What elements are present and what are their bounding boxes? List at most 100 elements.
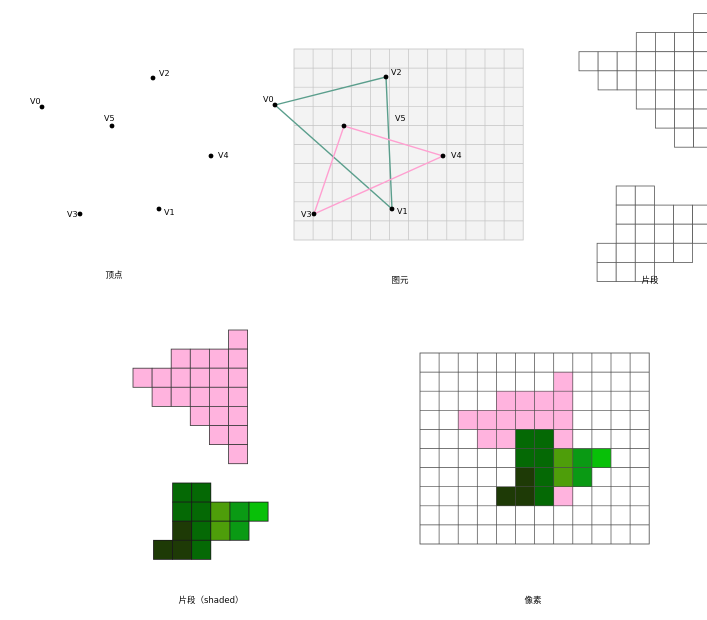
- fragment-cell: [693, 32, 707, 53]
- fragment-cell: [673, 204, 694, 225]
- caption-shaded: 片段（shaded）: [178, 595, 243, 606]
- green-fragment: [210, 501, 231, 522]
- fragment-cell: [616, 51, 637, 72]
- caption-pixels: 像素: [524, 595, 542, 606]
- green-fragment: [229, 520, 250, 541]
- fragment-cell: [674, 127, 695, 148]
- fragment-cell: [635, 70, 656, 91]
- green-pixel: [534, 467, 554, 487]
- pink-fragment: [228, 348, 249, 369]
- vertex-label: V0: [263, 95, 274, 104]
- pink-fragment: [151, 386, 172, 407]
- vertex-label: V4: [451, 151, 462, 160]
- fragment-cell: [597, 51, 618, 72]
- pink-fragment: [228, 329, 249, 350]
- vertex-label: V2: [391, 68, 402, 77]
- pink-fragment: [208, 425, 229, 446]
- vertex-label: V4: [218, 151, 229, 160]
- vertex-label: V3: [301, 210, 312, 219]
- caption-fragments: 片段: [641, 275, 659, 286]
- vertex-dot: [77, 211, 83, 217]
- fragment-cell: [655, 108, 675, 129]
- vertex-dot: [440, 153, 446, 159]
- vertex-label: V5: [104, 114, 115, 123]
- triangle-b: [312, 125, 445, 216]
- green-pixel: [572, 448, 592, 468]
- fragment-cell: [655, 32, 675, 53]
- green-pixel: [515, 429, 535, 449]
- fragment-cell: [634, 242, 655, 263]
- fragment-cell: [635, 32, 656, 53]
- fragment-cell: [615, 223, 636, 244]
- pink-fragment: [189, 348, 210, 369]
- fragment-cell: [655, 51, 675, 72]
- primitives-triangles: [273, 76, 445, 216]
- green-fragment: [172, 539, 193, 560]
- fragment-cell: [654, 204, 674, 225]
- green-pixel: [534, 486, 554, 506]
- vertex-dot: [311, 211, 317, 217]
- pink-fragment: [208, 348, 229, 369]
- green-pixel: [515, 448, 535, 468]
- green-pixel: [515, 486, 535, 506]
- fragment-cell: [615, 204, 636, 225]
- vertex-label: V5: [395, 114, 406, 123]
- pink-pixel: [477, 429, 497, 449]
- pink-fragment: [132, 367, 153, 388]
- green-pixel: [534, 429, 554, 449]
- vertex-dot: [39, 104, 45, 110]
- pink-pixel: [515, 410, 535, 430]
- fragment-cell: [674, 51, 695, 72]
- vertex-dot: [272, 102, 278, 108]
- green-pixel: [591, 448, 611, 468]
- green-pixel: [515, 467, 535, 487]
- pink-fragment: [228, 386, 249, 407]
- fragment-cell: [634, 185, 655, 206]
- pink-fragment: [208, 405, 229, 426]
- pink-fragment: [228, 444, 249, 465]
- pink-fragment: [208, 386, 229, 407]
- pink-fragment: [228, 405, 249, 426]
- fragment-cell: [693, 13, 707, 34]
- vertex-dot: [208, 153, 214, 159]
- vertex-label: V3: [67, 210, 78, 219]
- fragment-cell: [693, 89, 707, 110]
- fragments-panel: [578, 13, 707, 282]
- fragment-cell: [673, 242, 694, 263]
- pink-pixel: [458, 410, 478, 430]
- fragment-cell: [615, 261, 636, 282]
- primitives-grid: [293, 48, 524, 241]
- pink-fragment: [189, 386, 210, 407]
- pink-fragment: [189, 405, 210, 426]
- fragment-cell: [596, 261, 617, 282]
- pink-pixel: [496, 410, 516, 430]
- pink-pixel: [553, 486, 573, 506]
- pink-fragment: [228, 425, 249, 446]
- pink-pixel: [515, 391, 535, 411]
- pink-fragment: [208, 367, 229, 388]
- caption-primitives: 图元: [391, 276, 409, 286]
- fragment-cell: [674, 89, 695, 110]
- pink-pixel: [496, 391, 516, 411]
- vertex-dot: [109, 123, 115, 129]
- fragment-cell: [635, 51, 656, 72]
- pixels-panel: [419, 352, 650, 545]
- fragment-cell: [655, 70, 675, 91]
- pink-pixel: [534, 410, 554, 430]
- pink-fragment: [170, 367, 191, 388]
- fragment-cell: [693, 108, 707, 129]
- pink-fragment: [189, 367, 210, 388]
- fragment-cell: [596, 242, 617, 263]
- green-fragment: [172, 482, 193, 503]
- fragment-cell: [654, 242, 674, 263]
- fragment-cell: [674, 32, 695, 53]
- green-pixel: [572, 467, 592, 487]
- fragment-cell: [616, 70, 637, 91]
- pink-pixel: [477, 410, 497, 430]
- fragment-cell: [674, 70, 695, 91]
- green-fragment: [248, 501, 269, 522]
- fragment-cell: [597, 70, 618, 91]
- green-fragment: [191, 501, 212, 522]
- fragment-cell: [654, 223, 674, 244]
